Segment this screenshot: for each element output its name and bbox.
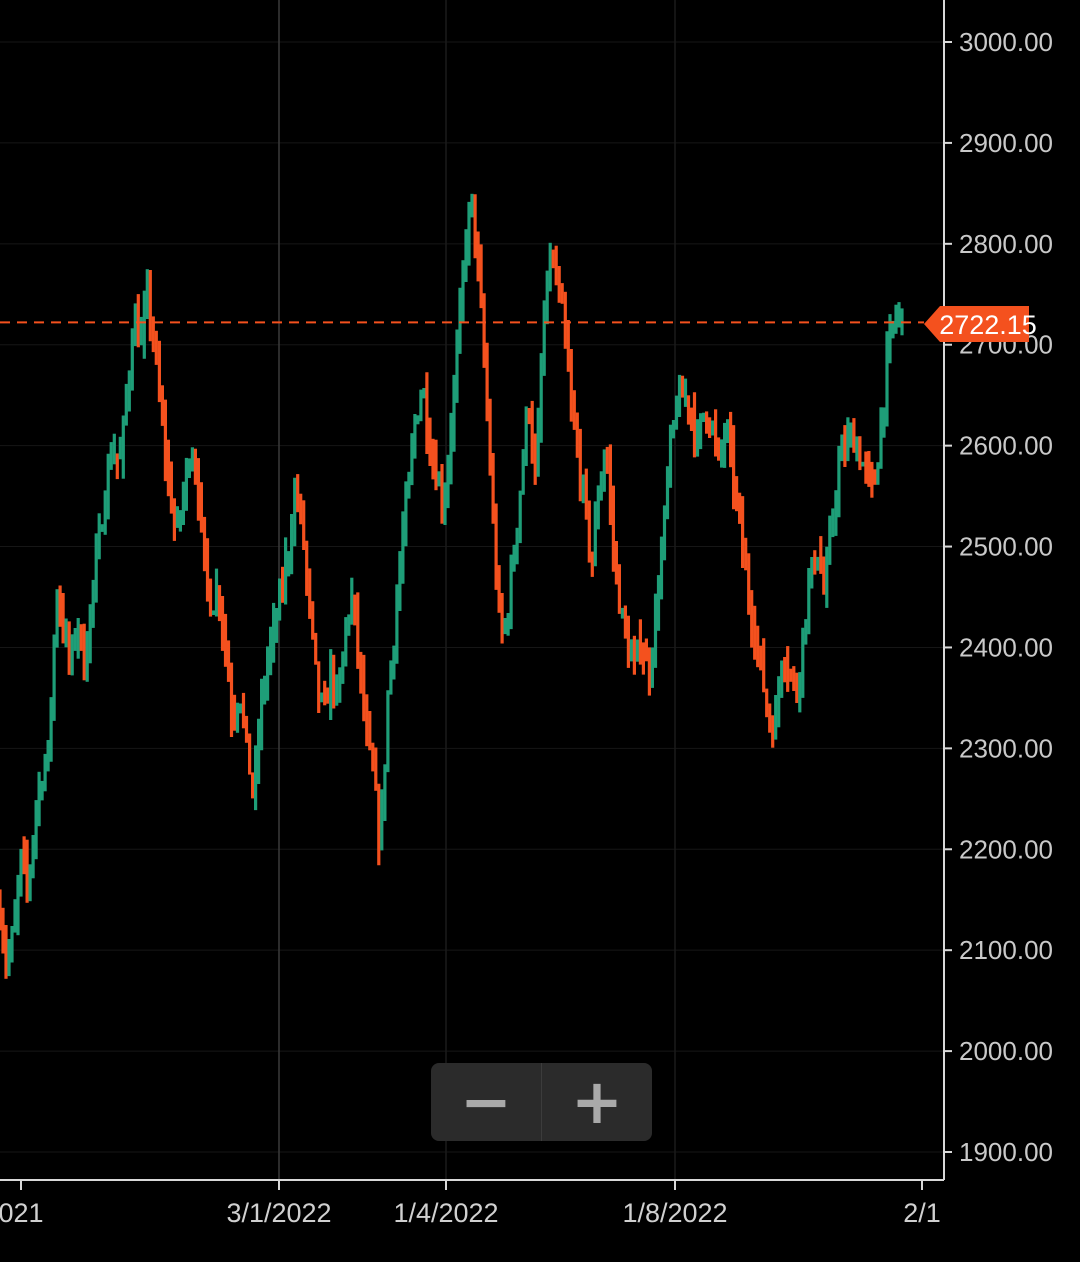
x-tick-label: 1/8/2022 <box>622 1198 727 1228</box>
x-tick-label: 1/4/2022 <box>393 1198 498 1228</box>
horizontal-gridlines <box>0 41 944 1153</box>
y-tick-label: 2200.00 <box>959 834 1053 864</box>
y-tick-label: 3000.00 <box>959 27 1053 57</box>
price-bars <box>0 193 904 979</box>
zoom-in-button[interactable]: + <box>571 1065 623 1138</box>
y-tick-label: 2900.00 <box>959 128 1053 158</box>
x-tick-label: 021 <box>0 1198 44 1228</box>
y-tick-label: 2400.00 <box>959 632 1053 662</box>
y-tick-label: 2600.00 <box>959 431 1053 461</box>
x-axis-ticks: 021 3/1/2022 1/4/2022 1/8/2022 2/1 <box>0 1180 941 1228</box>
last-price-label: 2722.15 <box>924 306 1037 342</box>
vertical-gridlines <box>278 0 676 1180</box>
y-tick-label: 2100.00 <box>959 935 1053 965</box>
zoom-divider <box>541 1063 542 1141</box>
y-tick-label: 2000.00 <box>959 1036 1053 1066</box>
last-price-tag <box>924 306 1029 342</box>
y-tick-label: 1900.00 <box>959 1137 1053 1167</box>
y-tick-label: 2300.00 <box>959 733 1053 763</box>
y-tick-label: 2500.00 <box>959 532 1053 562</box>
x-tick-label: 2/1 <box>903 1198 941 1228</box>
zoom-out-button[interactable]: − <box>460 1065 512 1138</box>
last-price-value: 2722.15 <box>939 310 1037 340</box>
y-tick-label: 2800.00 <box>959 229 1053 259</box>
y-axis-ticks: 1900.00 2000.00 2100.00 2200.00 2300.00 2400.… <box>944 27 1053 1167</box>
zoom-control: − + <box>431 1063 652 1141</box>
x-tick-label: 3/1/2022 <box>226 1198 331 1228</box>
